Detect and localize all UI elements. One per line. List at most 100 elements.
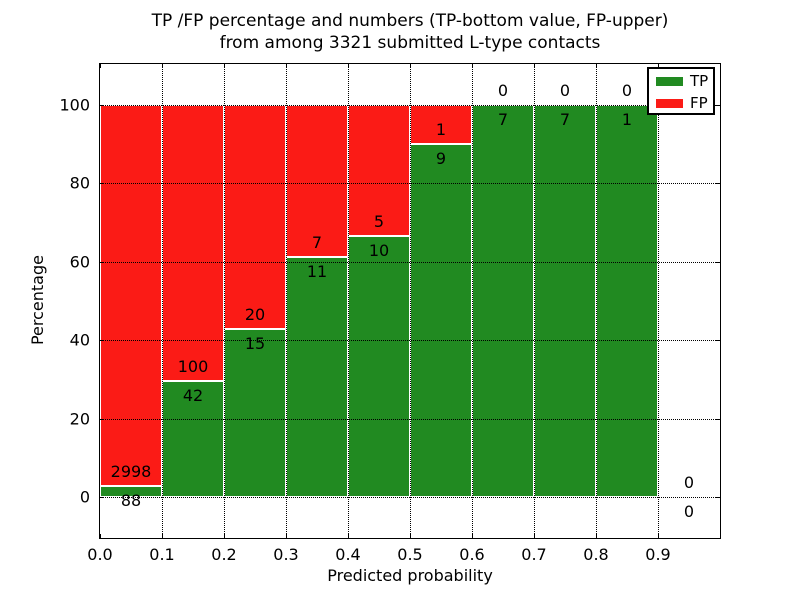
x-tick-mark <box>100 534 101 538</box>
y-tick-mark <box>716 496 720 498</box>
tp-count-label: 88 <box>120 490 142 510</box>
y-tick-mark <box>716 183 720 185</box>
gridline-horizontal <box>100 261 720 263</box>
legend-label-fp: FP <box>690 94 708 112</box>
fp-color-swatch <box>656 99 683 108</box>
gridline-horizontal <box>100 418 720 420</box>
x-axis-label: Predicted probability <box>327 566 493 585</box>
bar-segment-tp <box>100 485 162 497</box>
y-tick-label: 40 <box>69 330 90 350</box>
x-tick-mark <box>410 64 411 68</box>
bar-segment-fp <box>286 105 348 258</box>
x-tick-mark <box>410 534 411 538</box>
y-tick-mark <box>716 261 720 263</box>
bar-segment-tp <box>472 105 534 497</box>
x-tick-label: 0.4 <box>335 545 361 564</box>
fp-count-label: 0 <box>497 81 509 101</box>
y-tick-label: 60 <box>69 252 90 272</box>
legend: TP FP <box>647 67 715 115</box>
bar-segment-fp <box>224 105 286 329</box>
y-tick-mark <box>100 340 104 342</box>
x-tick-mark <box>534 64 535 68</box>
gridline-vertical <box>162 64 163 538</box>
fp-count-label: 7 <box>311 233 323 253</box>
fp-count-label: 0 <box>559 81 571 101</box>
x-tick-label: 0.8 <box>583 545 609 564</box>
bar-segment-fp <box>162 105 224 381</box>
x-tick-mark <box>162 64 163 68</box>
y-tick-mark <box>100 418 104 420</box>
gridline-vertical <box>658 64 659 538</box>
x-tick-label: 0.9 <box>645 545 671 564</box>
x-tick-mark <box>596 534 597 538</box>
y-tick-mark <box>716 340 720 342</box>
x-tick-mark <box>286 534 287 538</box>
x-tick-label: 0.6 <box>459 545 485 564</box>
bar-segment-fp <box>100 105 162 486</box>
y-tick-mark <box>716 418 720 420</box>
gridline-vertical <box>534 64 535 538</box>
tp-count-label: 9 <box>435 149 447 169</box>
bar-segment-fp <box>410 105 472 145</box>
fp-count-label: 0 <box>683 472 695 492</box>
x-tick-mark <box>224 534 225 538</box>
tp-count-label: 7 <box>497 110 509 130</box>
bar-segment-tp <box>534 105 596 497</box>
gridline-vertical <box>224 64 225 538</box>
y-tick-mark <box>100 261 104 263</box>
x-tick-label: 0.3 <box>273 545 299 564</box>
x-tick-mark <box>658 534 659 538</box>
y-tick-label: 100 <box>59 95 90 115</box>
x-tick-mark <box>224 64 225 68</box>
bar-segment-fp <box>348 105 410 236</box>
chart-title-line1: TP /FP percentage and numbers (TP-bottom… <box>151 11 669 31</box>
legend-item-tp: TP <box>649 72 713 91</box>
gridline-vertical <box>286 64 287 538</box>
gridline-horizontal <box>100 496 720 498</box>
x-tick-label: 0.5 <box>397 545 423 564</box>
x-tick-mark <box>472 64 473 68</box>
y-tick-label: 0 <box>79 487 90 507</box>
x-tick-label: 0.2 <box>211 545 237 564</box>
x-tick-mark <box>100 64 101 68</box>
gridline-horizontal <box>100 340 720 342</box>
x-tick-mark <box>472 534 473 538</box>
gridline-vertical <box>596 64 597 538</box>
x-tick-mark <box>348 534 349 538</box>
fp-count-label: 1 <box>435 120 447 140</box>
tp-count-label: 7 <box>559 110 571 130</box>
y-tick-label: 20 <box>69 409 90 429</box>
fp-count-label: 20 <box>244 304 266 324</box>
bar-segment-tp <box>162 381 224 497</box>
plot-area: 2998 88 100 42 20 15 7 11 5 10 1 9 0 7 0 7 0 1 0 0 <box>99 63 721 539</box>
tp-count-label: 42 <box>182 386 204 405</box>
fp-count-label: 5 <box>373 211 385 231</box>
tp-count-label: 10 <box>368 240 390 260</box>
fp-count-label: 100 <box>177 357 209 376</box>
gridline-vertical <box>348 64 349 538</box>
tp-count-label: 11 <box>306 262 328 282</box>
bar-segment-tp <box>224 328 286 497</box>
gridline-horizontal <box>100 105 720 107</box>
tp-color-swatch <box>656 77 683 86</box>
y-tick-mark <box>100 496 104 498</box>
x-tick-mark <box>658 64 659 68</box>
y-axis-label: Percentage <box>28 255 47 346</box>
bar-segment-tp <box>286 257 348 497</box>
x-tick-mark <box>286 64 287 68</box>
y-tick-mark <box>716 105 720 107</box>
y-tick-mark <box>100 105 104 107</box>
bar-segment-tp <box>596 105 658 497</box>
y-tick-mark <box>100 183 104 185</box>
x-tick-label: 0.0 <box>87 545 113 564</box>
legend-label-tp: TP <box>690 72 709 90</box>
gridline-vertical <box>472 64 473 538</box>
x-tick-label: 0.7 <box>521 545 547 564</box>
tp-count-label: 15 <box>244 333 266 353</box>
chart-title-line2: from among 3321 submitted L-type contact… <box>219 33 601 53</box>
x-tick-label: 0.1 <box>149 545 175 564</box>
legend-item-fp: FP <box>649 94 713 113</box>
x-tick-mark <box>534 534 535 538</box>
x-tick-mark <box>348 64 349 68</box>
fp-count-label: 2998 <box>110 461 152 481</box>
